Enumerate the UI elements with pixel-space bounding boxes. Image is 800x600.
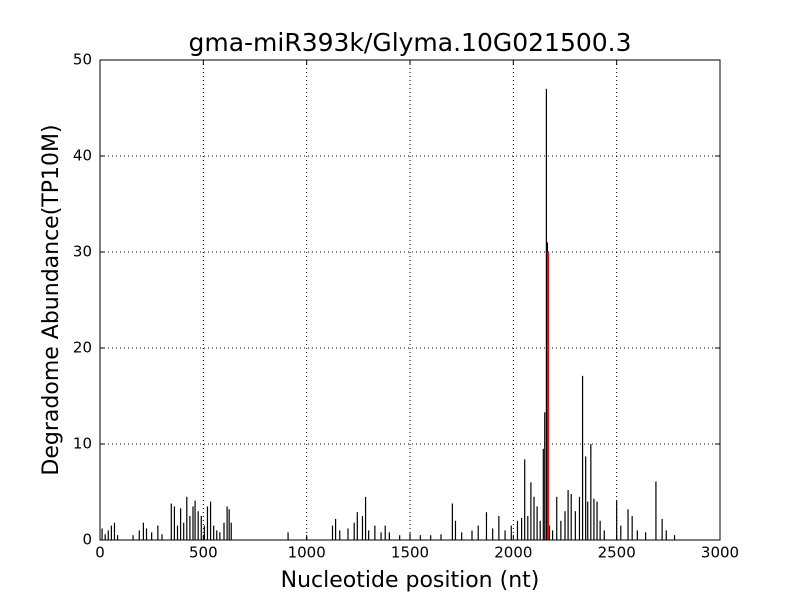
- y-tick-label: 0: [82, 531, 92, 549]
- x-tick-label: 3000: [701, 544, 739, 562]
- x-tick-label: 1500: [391, 544, 429, 562]
- y-tick-label: 40: [73, 147, 92, 165]
- y-tick-label: 30: [73, 243, 92, 261]
- y-tick-label: 10: [73, 435, 92, 453]
- y-axis-label: Degradome Abundance(TP10M): [39, 124, 64, 475]
- chart-title: gma-miR393k/Glyma.10G021500.3: [188, 28, 631, 57]
- x-tick-label: 2500: [598, 544, 636, 562]
- x-tick-label: 500: [189, 544, 218, 562]
- y-tick-label: 50: [73, 51, 92, 69]
- x-axis-label: Nucleotide position (nt): [281, 568, 540, 593]
- plot-frame: [99, 59, 721, 541]
- y-tick-label: 20: [73, 339, 92, 357]
- x-tick-label: 1000: [288, 544, 326, 562]
- x-tick-label: 2000: [494, 544, 532, 562]
- x-tick-label: 0: [95, 544, 105, 562]
